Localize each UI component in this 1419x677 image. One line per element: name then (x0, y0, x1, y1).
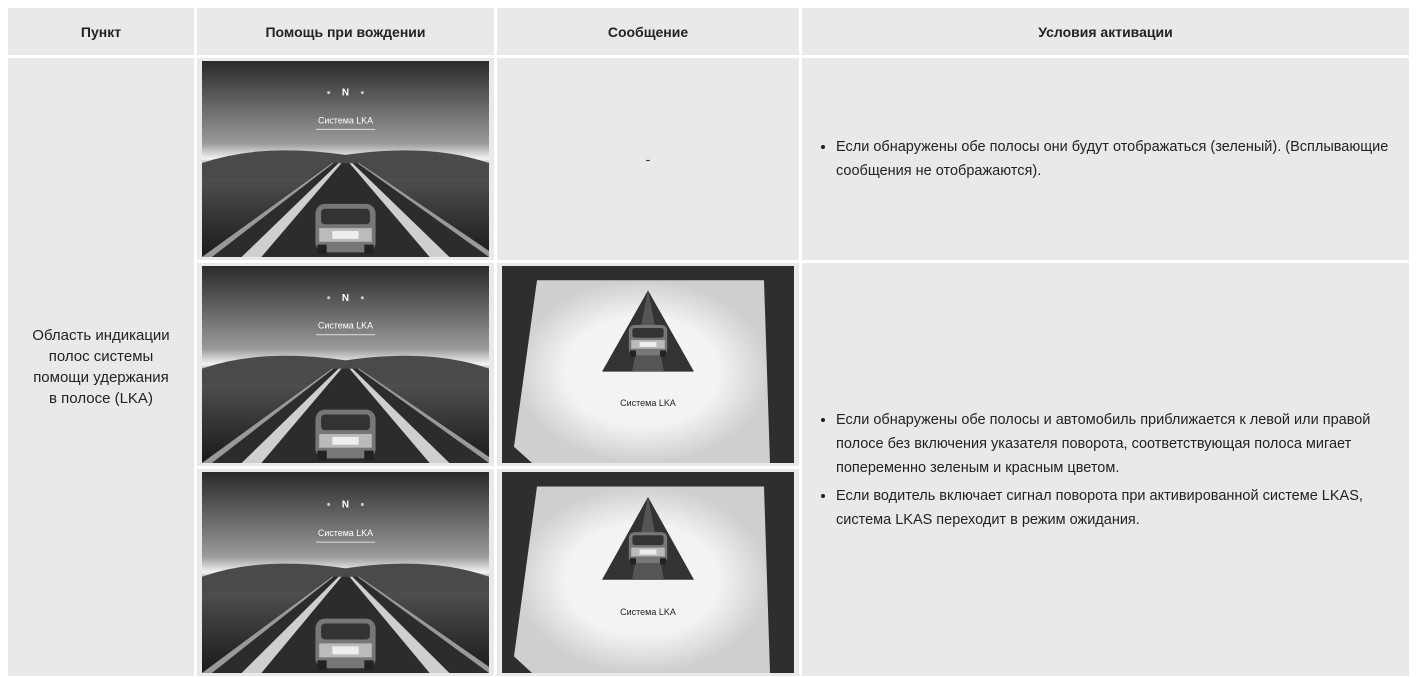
message-cell: - (497, 58, 799, 260)
message-screen: Система LKA (502, 472, 794, 673)
condition: Если обнаружены обе полосы они будут ото… (836, 135, 1389, 183)
header-cell: Пункт (8, 8, 194, 55)
conditions-cell: Если обнаружены обе полосы и автомобиль … (802, 263, 1409, 676)
header-cell: Условия активации (802, 8, 1409, 55)
car (315, 409, 376, 461)
car (628, 532, 668, 565)
system-label: Система LKA (620, 607, 677, 617)
item-cell: Область индикации полос системы помощи у… (8, 58, 194, 676)
driving-screen: N Система LKA (202, 61, 489, 257)
header-cell: Помощь при вождении (197, 8, 494, 55)
image-cell: Система LKA (497, 469, 799, 676)
gear: N (342, 88, 349, 99)
car (628, 324, 668, 357)
gear: N (342, 499, 349, 510)
system-label: Система LKA (620, 398, 677, 408)
message-screen: Система LKA (502, 266, 794, 463)
conditions-cell: Если обнаружены обе полосы они будут ото… (802, 58, 1409, 260)
system-label: Система LKA (318, 528, 374, 538)
system-label: Система LKA (318, 115, 373, 125)
image-cell: Система LKA (497, 263, 799, 466)
image-cell: N Система LKA (197, 263, 494, 466)
driving-screen: N Система LKA (202, 266, 489, 463)
driving-screen: N Система LKA (202, 472, 489, 673)
table: Пункт Помощь при вождении Сообщение Усло… (8, 8, 1409, 676)
conditions-list: Если обнаружены обе полосы и автомобиль … (816, 404, 1389, 536)
image-cell: N Система LKA (197, 469, 494, 676)
car (315, 203, 376, 255)
conditions-list: Если обнаружены обе полосы они будут ото… (816, 131, 1389, 187)
condition: Если водитель включает сигнал поворота п… (836, 484, 1389, 532)
image-cell: N Система LKA (197, 58, 494, 260)
system-label: Система LKA (318, 320, 374, 330)
header-cell: Сообщение (497, 8, 799, 55)
condition: Если обнаружены обе полосы и автомобиль … (836, 408, 1389, 480)
gear: N (342, 293, 349, 304)
car (315, 618, 376, 671)
